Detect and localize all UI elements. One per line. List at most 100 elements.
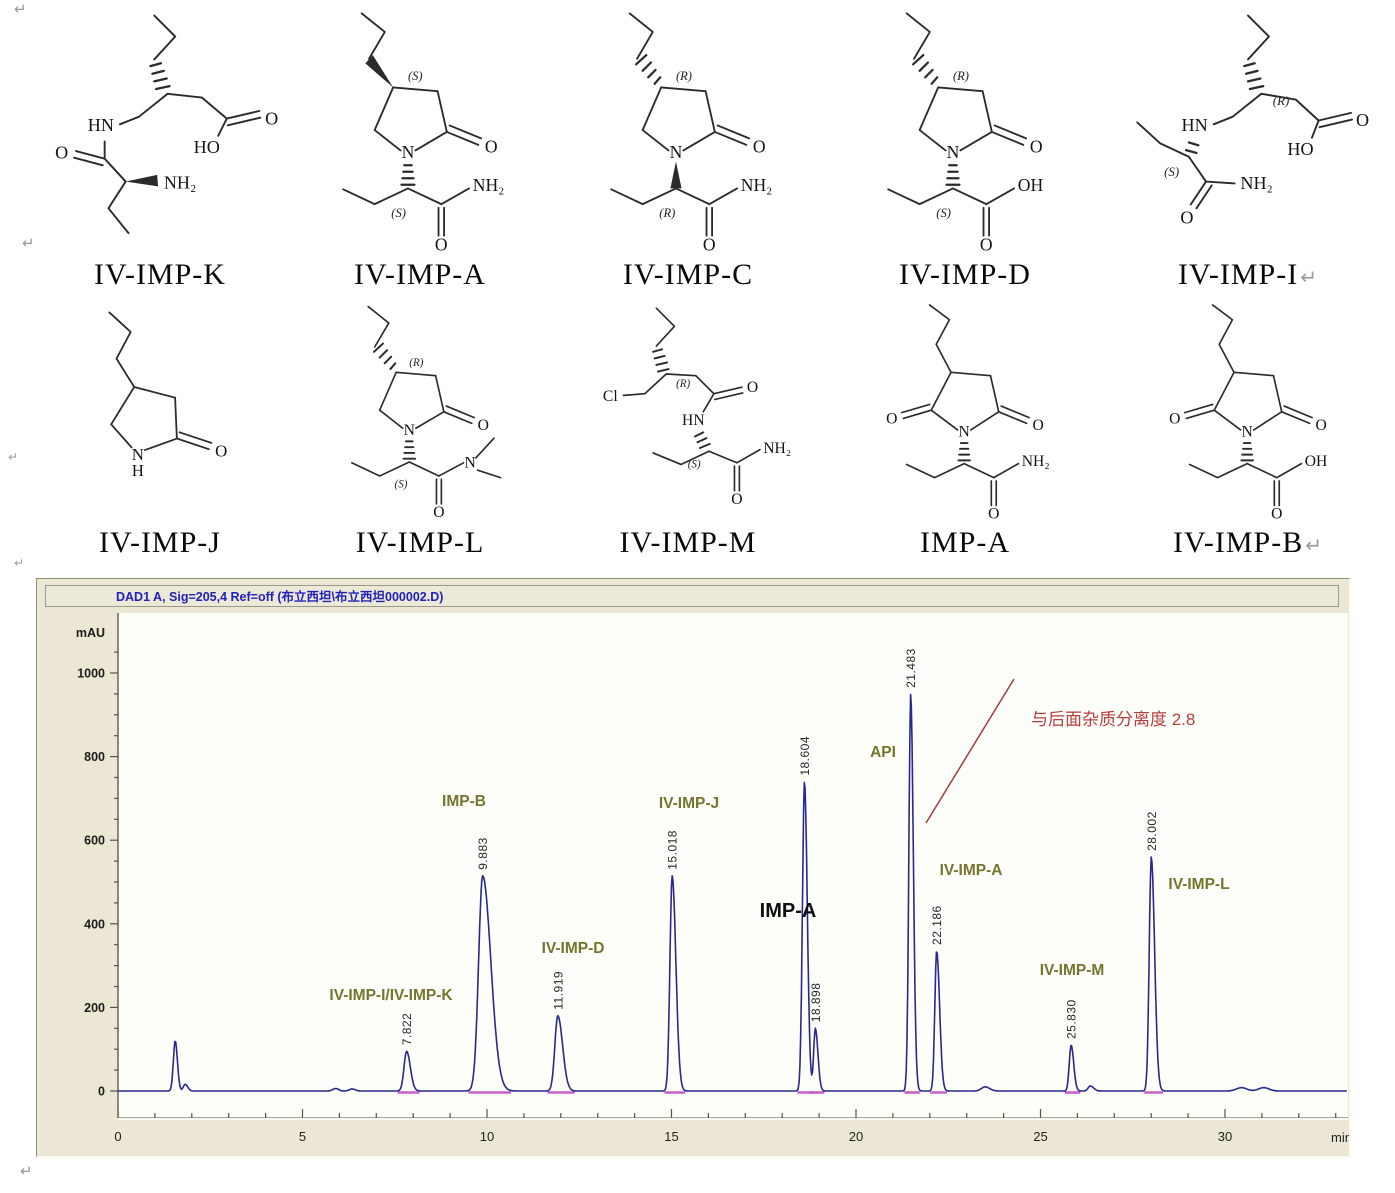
atom-hn: HN — [1181, 115, 1207, 135]
structure-caption: IV-IMP-I ↵ — [1118, 258, 1378, 292]
retention-time: 18.604 — [798, 736, 812, 776]
atom-nh2: NH₂ — [164, 172, 196, 192]
chromatogram-signal-header: DAD1 A, Sig=205,4 Ref=off (布立西坦\布立西坦0000… — [45, 585, 1339, 607]
structure-iv-imp-m: (R) Cl O HN (S) O NH₂ — [558, 300, 818, 527]
chromatogram-plot: 0 200 400 600 800 1000 0 5 10 15 20 25 30 mAU min 7… — [76, 613, 1349, 1145]
x-tick-label: 0 — [114, 1129, 121, 1144]
retention-time: 7.822 — [400, 1013, 414, 1046]
stereo-label: (R) — [409, 357, 423, 369]
atom-oh: OH — [1018, 175, 1044, 195]
molecule-drawing: O N (S) (S) O NH₂ — [342, 12, 505, 254]
atom-ho: HO — [1287, 139, 1313, 159]
peak-label: IV-IMP-M — [1040, 962, 1105, 979]
caption-text: IV-IMP-B — [1172, 526, 1304, 559]
atom-oh: OH — [1305, 453, 1328, 470]
atom-o: O — [433, 504, 444, 521]
stereo-label: (R) — [676, 378, 690, 390]
paragraph-mark: ↵ — [14, 556, 25, 570]
caption-text: IV-IMP-A — [354, 258, 486, 291]
caption-text: IV-IMP-D — [899, 258, 1031, 291]
paragraph-mark: ↵ — [14, 0, 27, 18]
signal-trace — [117, 693, 1347, 1092]
stereo-label: (R) — [659, 206, 675, 220]
peak-label: IV-IMP-A — [940, 862, 1003, 879]
caption-text: IV-IMP-K — [94, 258, 226, 291]
peak-label: IV-IMP-D — [542, 940, 605, 957]
atom-nh2: NH₂ — [473, 175, 505, 195]
peak-label-api: API — [870, 744, 896, 761]
paragraph-mark: ↵ — [22, 234, 35, 252]
caption-text: IV-IMP-L — [355, 526, 485, 559]
structure-iv-imp-i: (R) O HO HN (S) O NH₂ — [1118, 6, 1378, 261]
y-axis-unit-label: mAU — [76, 626, 105, 640]
peak-label-imp-a: IMP-A — [760, 900, 817, 922]
structure-caption: IV-IMP-A — [290, 258, 550, 292]
atom-hn: HN — [682, 412, 705, 429]
structure-iv-imp-b: O O N O OH — [1118, 300, 1378, 527]
atom-ho: HO — [194, 137, 220, 157]
atom-nh2: NH₂ — [763, 440, 791, 457]
annotation-leader-line — [925, 678, 1015, 824]
molecule-drawing: O O N O NH₂ — [886, 304, 1050, 523]
y-tick-label: 0 — [98, 1085, 105, 1099]
stereo-label: (R) — [953, 69, 969, 83]
structure-iv-imp-k: O HO HN O NH₂ — [30, 6, 290, 261]
structure-caption: IMP-A — [835, 526, 1095, 560]
retention-time: 18.898 — [809, 983, 823, 1023]
y-tick-label: 1000 — [77, 667, 105, 681]
structure-caption: IV-IMP-J — [30, 526, 290, 560]
atom-o: O — [265, 108, 278, 128]
stereo-label: (S) — [936, 206, 951, 220]
stereo-label: (S) — [688, 459, 701, 471]
retention-time: 9.883 — [476, 837, 490, 870]
atom-h: H — [132, 461, 144, 480]
atom-o: O — [747, 379, 758, 396]
atom-nh2: NH₂ — [1240, 173, 1272, 193]
structure-iv-imp-j: O N H — [30, 300, 290, 527]
atom-o: O — [485, 136, 498, 156]
atom-n: N — [465, 455, 476, 472]
atom-nh2: NH₂ — [741, 175, 773, 195]
y-tick-label: 400 — [84, 917, 105, 931]
paragraph-mark: ↵ — [1305, 533, 1323, 557]
retention-time: 11.919 — [551, 971, 565, 1010]
atom-n: N — [1242, 423, 1253, 440]
atom-o: O — [1180, 208, 1193, 228]
atom-o: O — [731, 491, 742, 508]
retention-time: 15.018 — [666, 830, 680, 870]
atom-o: O — [753, 136, 766, 156]
structure-caption: IV-IMP-L — [290, 526, 550, 560]
annotation-text: 与后面杂质分离度 2.8 — [1031, 710, 1195, 729]
x-tick-label: 5 — [299, 1129, 306, 1144]
atom-nh2: NH₂ — [1022, 453, 1050, 470]
atom-n: N — [404, 422, 415, 439]
atom-cl: Cl — [603, 388, 618, 405]
atom-n: N — [670, 142, 683, 162]
structure-imp-a: O O N O NH₂ — [835, 300, 1095, 527]
atom-o: O — [988, 506, 999, 522]
stereo-label: (S) — [408, 69, 423, 83]
atom-o: O — [886, 410, 897, 427]
y-tick-label: 800 — [84, 750, 105, 764]
peak-label: IV-IMP-L — [1168, 876, 1229, 893]
molecule-drawing: O N H — [108, 311, 227, 480]
molecule-drawing: (R) O HO HN (S) O NH₂ — [1136, 14, 1369, 228]
retention-time-labels: 7.822 9.883 11.919 15.018 18.604 18.898 21.483… — [400, 648, 1159, 1045]
atom-n: N — [947, 142, 960, 162]
structure-caption: IV-IMP-B ↵ — [1118, 526, 1378, 560]
structure-caption: IV-IMP-K — [30, 258, 290, 292]
y-tick-label: 600 — [84, 834, 105, 848]
peak-label: IV-IMP-I/IV-IMP-K — [329, 987, 453, 1004]
atom-o: O — [215, 441, 227, 460]
atom-n: N — [959, 423, 970, 440]
atom-o: O — [478, 417, 489, 434]
atom-o: O — [1356, 110, 1369, 130]
retention-time: 28.002 — [1145, 811, 1159, 851]
atom-o: O — [435, 234, 448, 254]
molecule-drawing: O N (R) (R) O NH₂ — [610, 12, 773, 254]
x-axis-unit-label: min — [1331, 1130, 1349, 1145]
retention-time: 21.483 — [904, 648, 918, 688]
caption-text: IV-IMP-J — [99, 526, 221, 559]
stereo-label: (S) — [391, 206, 406, 220]
